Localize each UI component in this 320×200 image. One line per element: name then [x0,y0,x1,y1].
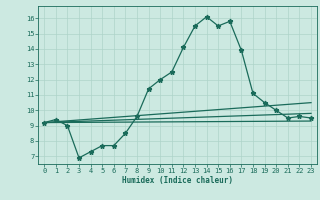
X-axis label: Humidex (Indice chaleur): Humidex (Indice chaleur) [122,176,233,185]
